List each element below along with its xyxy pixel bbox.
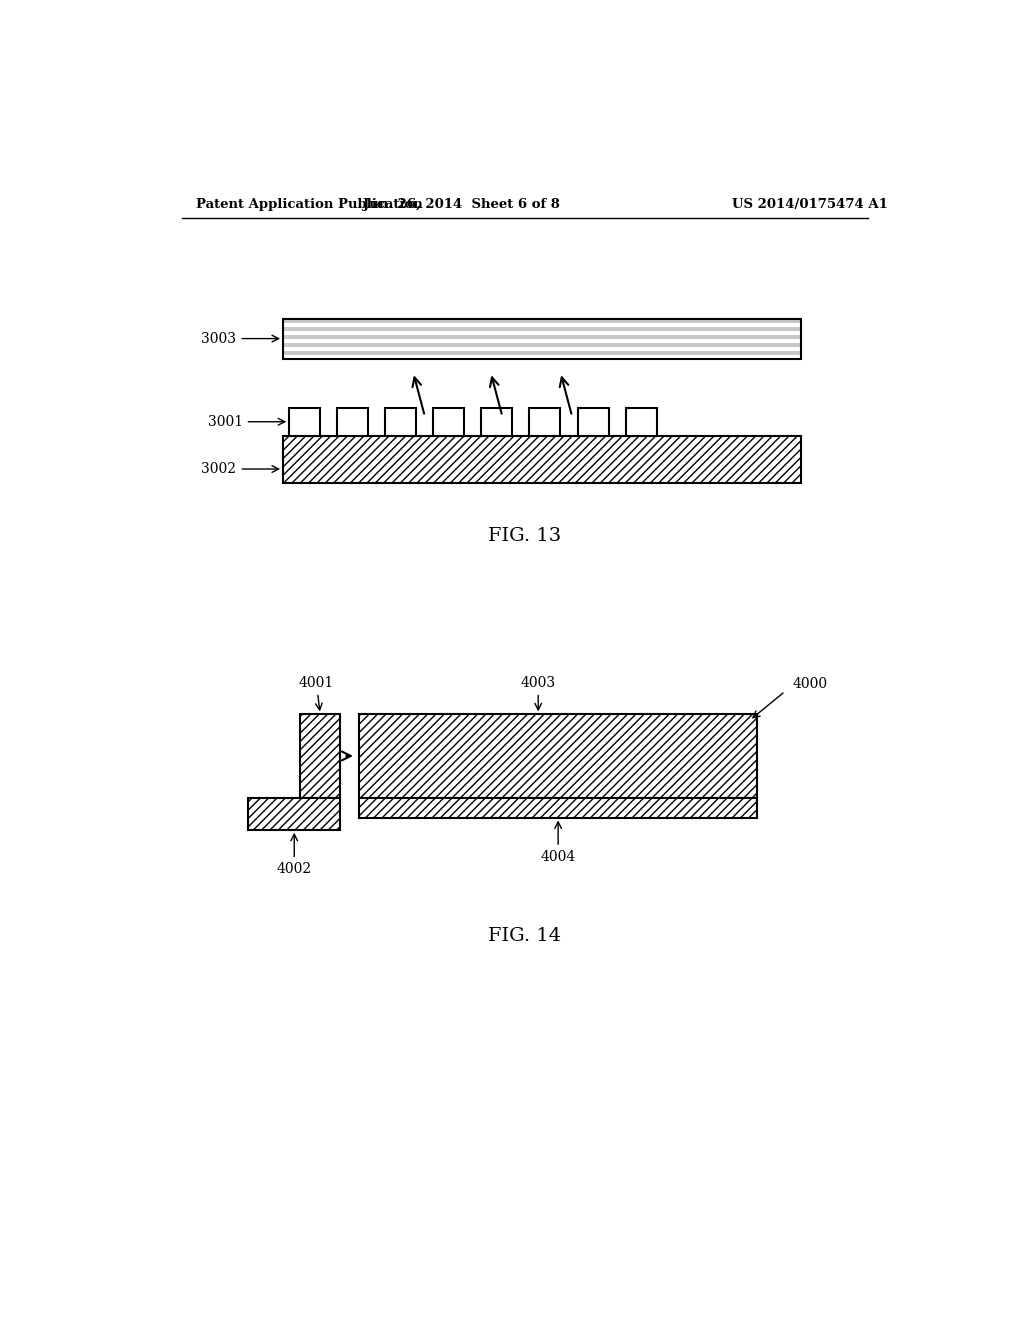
Bar: [289, 408, 321, 436]
Bar: [283, 318, 801, 322]
Bar: [283, 436, 801, 483]
Bar: [359, 797, 758, 817]
Bar: [626, 408, 656, 436]
Bar: [283, 339, 801, 343]
Bar: [283, 322, 801, 326]
Text: US 2014/0175474 A1: US 2014/0175474 A1: [732, 198, 889, 211]
Text: 4001: 4001: [299, 676, 334, 710]
Bar: [433, 408, 464, 436]
Text: FIG. 13: FIG. 13: [488, 527, 561, 545]
Bar: [283, 330, 801, 334]
Bar: [283, 334, 801, 339]
Text: 3002: 3002: [202, 462, 279, 477]
Bar: [385, 408, 417, 436]
Text: 4003: 4003: [520, 676, 556, 710]
Bar: [578, 408, 608, 436]
Bar: [283, 318, 801, 359]
Bar: [283, 343, 801, 347]
Text: 4000: 4000: [793, 677, 828, 690]
Text: Patent Application Publication: Patent Application Publication: [197, 198, 423, 211]
Text: Jun. 26, 2014  Sheet 6 of 8: Jun. 26, 2014 Sheet 6 of 8: [362, 198, 560, 211]
Bar: [283, 347, 801, 351]
Text: 3001: 3001: [208, 414, 285, 429]
Text: 4004: 4004: [541, 822, 575, 863]
Bar: [337, 408, 369, 436]
Bar: [359, 714, 758, 797]
Bar: [283, 326, 801, 330]
Bar: [283, 351, 801, 355]
Bar: [481, 408, 512, 436]
Bar: [248, 797, 340, 830]
Bar: [529, 408, 560, 436]
Bar: [283, 318, 801, 359]
Bar: [300, 714, 340, 797]
Text: 3003: 3003: [202, 331, 279, 346]
Bar: [283, 355, 801, 359]
Text: FIG. 14: FIG. 14: [488, 927, 561, 945]
Text: 4002: 4002: [276, 834, 311, 876]
